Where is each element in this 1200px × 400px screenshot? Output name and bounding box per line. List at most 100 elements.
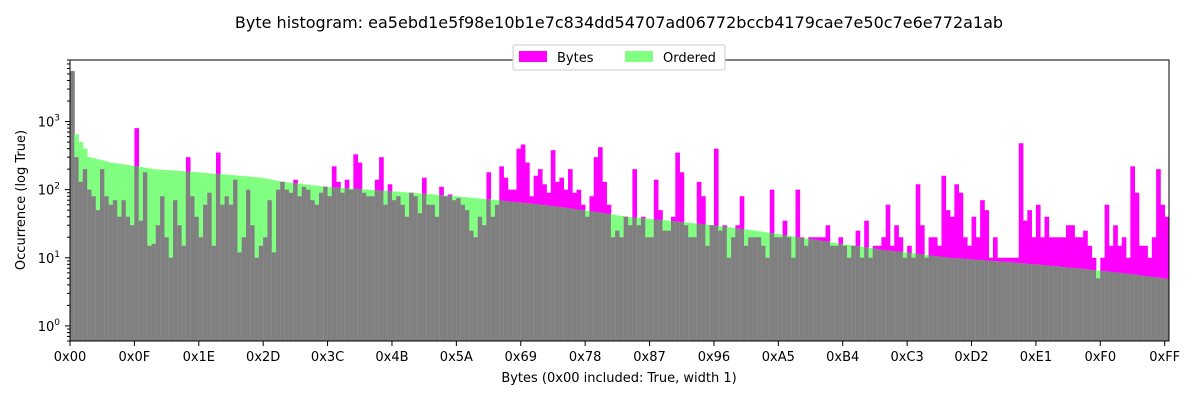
bar-overlap xyxy=(1126,273,1131,341)
bar-bytes xyxy=(1160,204,1166,341)
bar-overlap xyxy=(572,208,577,341)
bar-overlap xyxy=(185,171,191,341)
bar-overlap xyxy=(988,260,994,341)
bar-overlap xyxy=(1087,269,1093,341)
bar-overlap xyxy=(726,257,732,341)
bar-overlap xyxy=(499,200,504,341)
bar-overlap xyxy=(958,258,964,341)
bar-overlap xyxy=(877,249,882,341)
bar-overlap xyxy=(645,237,650,341)
bar-overlap xyxy=(610,237,616,341)
bar-overlap xyxy=(533,204,539,341)
legend-frame xyxy=(512,44,726,71)
bar-overlap xyxy=(164,237,170,341)
bar-overlap xyxy=(177,225,182,341)
bar-overlap xyxy=(473,237,479,341)
bar-overlap xyxy=(653,219,659,341)
bar-overlap xyxy=(203,204,208,341)
bar-overlap xyxy=(383,204,389,341)
bar-overlap xyxy=(250,225,255,341)
bar-overlap xyxy=(1074,268,1080,341)
bar-overlap xyxy=(503,201,509,341)
y-tick-label: 101 xyxy=(38,250,60,267)
bar-overlap xyxy=(95,210,101,341)
bar-overlap xyxy=(263,237,268,341)
bar-overlap xyxy=(1104,271,1110,341)
bar-overlap xyxy=(525,203,530,341)
bar-overlap xyxy=(1040,265,1045,341)
y-tick-label: 102 xyxy=(38,182,60,199)
bar-overlap xyxy=(409,192,414,341)
bar-overlap xyxy=(293,183,298,341)
bar-overlap xyxy=(907,252,912,341)
bar-overlap xyxy=(555,206,560,341)
bar-overlap xyxy=(1065,267,1071,341)
bar-overlap xyxy=(417,213,423,341)
bar-overlap xyxy=(701,224,706,341)
bar-overlap xyxy=(902,257,908,341)
bar-overlap xyxy=(512,201,517,341)
bar-overlap xyxy=(658,219,663,341)
x-tick-label: 0xF0 xyxy=(1084,350,1116,365)
bar-overlap xyxy=(679,222,685,341)
bar-overlap xyxy=(426,204,431,341)
bar-overlap xyxy=(731,237,736,341)
bar-overlap xyxy=(1160,278,1166,341)
bar-overlap xyxy=(945,257,951,341)
bar-overlap xyxy=(220,204,225,341)
bar-overlap xyxy=(1151,277,1157,341)
bar-overlap xyxy=(649,237,655,341)
bar-overlap xyxy=(190,196,195,341)
bar-overlap xyxy=(387,191,393,341)
bar-overlap xyxy=(318,192,324,341)
bar-overlap xyxy=(812,239,818,341)
bar-overlap xyxy=(688,237,693,341)
bar-overlap xyxy=(207,192,213,341)
bar-overlap xyxy=(336,187,341,341)
bar-overlap xyxy=(357,189,363,341)
bar-overlap xyxy=(1044,265,1050,341)
x-axis: 0x00 0x0F 0x1E 0x2D 0x3C 0x4B 0x5A 0x69 0x78 0x87… xyxy=(54,341,1180,365)
x-tick-label: 0x5A xyxy=(440,350,473,365)
bar-overlap xyxy=(765,257,771,341)
bar-overlap xyxy=(529,203,534,341)
bar-overlap xyxy=(709,225,715,341)
bar-overlap xyxy=(460,204,466,341)
bar-overlap xyxy=(1010,262,1015,341)
bar-overlap xyxy=(482,225,487,341)
bar-overlap xyxy=(623,216,629,341)
bar-overlap xyxy=(1023,263,1028,341)
bar-overlap xyxy=(211,245,217,341)
bar-overlap xyxy=(675,221,680,341)
bar-overlap xyxy=(1091,270,1097,341)
x-tick-label: 0xC3 xyxy=(890,350,923,365)
bar-overlap xyxy=(1138,275,1144,341)
x-tick-label: 0xB4 xyxy=(826,350,859,365)
bar-overlap xyxy=(447,195,453,341)
bar-overlap xyxy=(237,252,243,341)
bar-overlap xyxy=(615,230,620,341)
bar-overlap xyxy=(1164,278,1170,341)
bar-overlap xyxy=(941,257,947,341)
x-tick-label: 0x69 xyxy=(505,350,538,365)
bar-overlap xyxy=(666,230,672,341)
legend-swatch-bytes xyxy=(519,51,547,62)
bar-overlap xyxy=(288,192,294,341)
bar-overlap xyxy=(537,204,543,341)
bar-overlap xyxy=(920,254,925,341)
bar-overlap xyxy=(374,190,380,341)
legend-swatch-ordered xyxy=(625,51,653,62)
bar-overlap xyxy=(847,257,852,341)
bar-overlap xyxy=(975,259,981,341)
bar-overlap xyxy=(400,204,406,341)
bar-overlap xyxy=(349,189,354,341)
bar-overlap xyxy=(87,189,92,341)
bar-overlap xyxy=(1001,261,1007,341)
bar-overlap xyxy=(1018,263,1024,341)
bar-overlap xyxy=(284,189,290,341)
x-tick-label: 0xE1 xyxy=(1020,350,1052,365)
bar-overlap xyxy=(121,200,127,341)
bar-overlap xyxy=(640,218,646,341)
bar-overlap xyxy=(379,190,384,341)
bar-overlap xyxy=(258,245,264,341)
